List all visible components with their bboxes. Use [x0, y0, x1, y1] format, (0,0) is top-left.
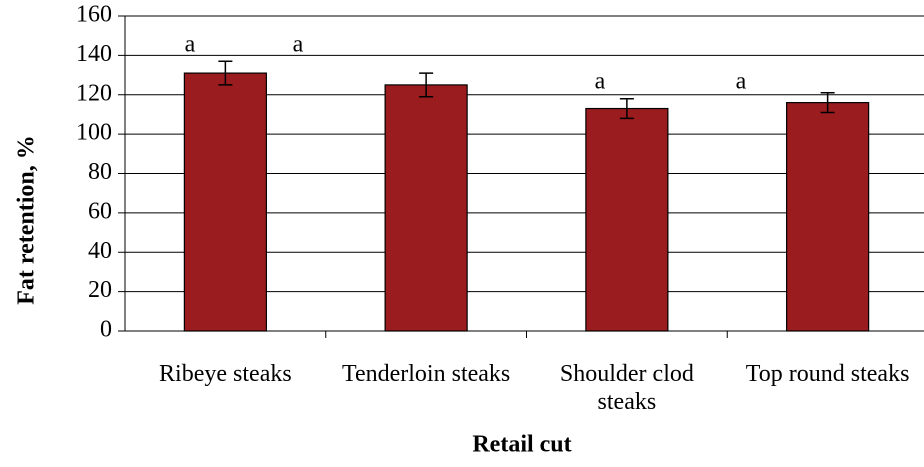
annotation: a [736, 69, 747, 95]
y-tick-label: 100 [76, 120, 112, 146]
bar [585, 107, 669, 332]
annotation: a [293, 32, 304, 58]
y-tick-label: 0 [100, 317, 112, 343]
x-tick-label: Top round steaks [745, 361, 910, 387]
y-axis-title: Fat retention, % [14, 135, 40, 305]
x-axis-title: Retail cut [472, 432, 571, 458]
bar [183, 72, 267, 332]
y-tick-label: 60 [88, 198, 112, 224]
y-tick-label: 120 [76, 80, 112, 106]
x-tick-label: Shoulder clod steaks [559, 361, 694, 415]
error-bar [820, 92, 835, 114]
annotation: a [595, 69, 606, 95]
x-tick-label: Ribeye steaks [159, 361, 292, 387]
y-tick-label: 40 [88, 238, 112, 264]
error-bar [419, 72, 434, 98]
bar [786, 102, 870, 332]
y-tick-label: 20 [88, 277, 112, 303]
y-tick-label: 160 [76, 2, 112, 28]
x-tick-label: Tenderloin steaks [341, 361, 511, 387]
bar [384, 84, 468, 332]
annotation: a [185, 32, 196, 58]
error-bar [218, 60, 233, 86]
y-tick-label: 80 [88, 159, 112, 185]
y-tick-label: 140 [76, 41, 112, 67]
error-bar [619, 97, 634, 120]
